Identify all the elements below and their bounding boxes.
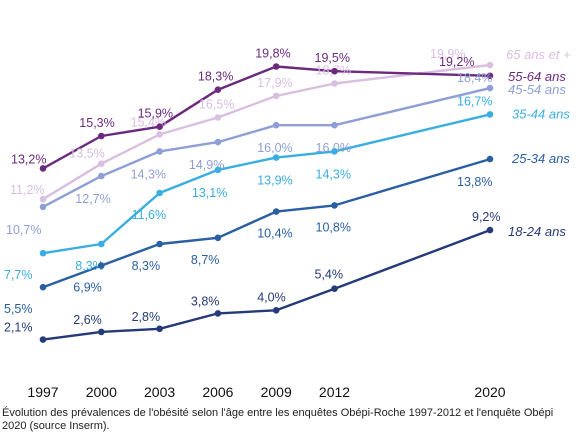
x-tick-label: 2000 — [86, 384, 117, 400]
data-point-18-24-ans — [486, 226, 494, 234]
data-point-65-ans-et- — [486, 61, 494, 69]
data-point-45-54-ans — [214, 138, 222, 146]
data-label-65-ans-et-: 13,5% — [69, 147, 104, 161]
data-point-35-44-ans — [486, 111, 494, 118]
data-label-35-44-ans: 11,6% — [132, 208, 167, 222]
data-point-35-44-ans — [272, 154, 280, 161]
data-label-18-24-ans: 3,8% — [191, 294, 220, 308]
data-label-35-44-ans: 13,1% — [192, 186, 227, 200]
data-point-45-54-ans — [272, 121, 280, 129]
data-label-25-34-ans: 8,3% — [132, 259, 161, 273]
data-label-25-34-ans: 6,9% — [73, 281, 102, 295]
obesity-line-chart: 11,2%13,5%15,4%16,5%17,9%18,7%19,9%65 an… — [4, 47, 571, 401]
data-point-45-54-ans — [486, 84, 494, 92]
data-label-65-ans-et-: 16,5% — [199, 98, 234, 112]
data-label-25-34-ans: 10,8% — [316, 220, 351, 234]
x-tick-label: 2012 — [319, 384, 350, 400]
data-point-25-34-ans — [331, 202, 338, 209]
x-tick-label: 2009 — [261, 384, 292, 400]
data-point-35-44-ans — [331, 148, 338, 155]
series-name-55-64-ans: 55-64 ans — [508, 69, 566, 84]
series-line-18-24-ans — [42, 228, 491, 341]
data-label-25-34-ans: 10,4% — [257, 227, 292, 241]
data-point-55-64-ans — [39, 165, 47, 172]
data-point-25-34-ans — [39, 283, 47, 291]
data-label-55-64-ans: 18,3% — [198, 70, 233, 84]
data-label-45-54-ans: 14,3% — [131, 167, 166, 181]
data-label-25-34-ans: 5,5% — [4, 302, 33, 316]
data-point-55-64-ans — [98, 132, 105, 140]
data-label-18-24-ans: 4,0% — [257, 290, 286, 304]
data-label-18-24-ans: 2,6% — [73, 313, 102, 327]
data-label-18-24-ans: 5,4% — [315, 268, 344, 282]
data-point-65-ans-et- — [272, 92, 280, 100]
data-point-55-64-ans — [156, 123, 163, 130]
data-point-45-54-ans — [39, 203, 47, 211]
data-point-65-ans-et- — [39, 195, 47, 203]
data-point-55-64-ans — [272, 63, 280, 70]
data-label-45-54-ans: 16,0% — [316, 141, 351, 155]
data-point-18-24-ans — [272, 307, 280, 314]
series-name-25-34-ans: 25-34 ans — [511, 151, 570, 166]
data-label-65-ans-et-: 17,9% — [257, 76, 292, 90]
data-label-65-ans-et-: 19,9% — [430, 47, 465, 61]
data-point-25-34-ans — [214, 234, 222, 242]
data-label-55-64-ans: 15,3% — [79, 116, 114, 130]
data-label-55-64-ans: 13,2% — [11, 152, 46, 166]
data-label-65-ans-et-: 11,2% — [10, 183, 45, 197]
x-tick-label: 1997 — [27, 384, 58, 400]
figure-caption: Évolution des prévalences de l'obésité s… — [2, 407, 554, 432]
data-label-55-64-ans: 19,5% — [315, 51, 350, 65]
data-label-18-24-ans: 2,1% — [4, 321, 33, 335]
data-point-35-44-ans — [214, 166, 222, 174]
data-label-55-64-ans: 19,2% — [439, 55, 474, 69]
data-point-65-ans-et- — [214, 114, 222, 121]
data-point-25-34-ans — [98, 262, 105, 269]
series-name-18-24-ans: 18-24 ans — [508, 224, 566, 239]
data-point-25-34-ans — [486, 155, 494, 163]
data-label-45-54-ans: 18,4% — [457, 71, 492, 85]
data-label-18-24-ans: 2,8% — [132, 310, 161, 324]
x-tick-label: 2020 — [474, 384, 505, 400]
data-label-35-44-ans: 14,3% — [316, 167, 351, 181]
data-label-45-54-ans: 16,0% — [257, 141, 292, 155]
data-label-45-54-ans: 12,7% — [75, 192, 110, 206]
data-point-55-64-ans — [486, 72, 494, 80]
data-point-18-24-ans — [214, 310, 222, 317]
data-point-25-34-ans — [272, 208, 280, 215]
data-point-55-64-ans — [331, 67, 338, 75]
data-point-45-54-ans — [331, 121, 338, 129]
data-point-65-ans-et- — [331, 80, 338, 87]
series-name-65-ans-et-: 65 ans et + — [506, 47, 571, 62]
data-label-55-64-ans: 19,8% — [255, 47, 290, 61]
data-point-18-24-ans — [39, 336, 47, 343]
x-tick-label: 2003 — [144, 384, 175, 400]
data-label-35-44-ans: 8,3% — [75, 259, 104, 273]
data-point-45-54-ans — [98, 172, 105, 180]
series-name-35-44-ans: 35-44 ans — [512, 106, 570, 121]
data-point-35-44-ans — [98, 240, 105, 248]
data-point-18-24-ans — [156, 325, 163, 333]
data-label-35-44-ans: 13,9% — [257, 174, 292, 188]
data-label-55-64-ans: 15,9% — [138, 107, 173, 121]
data-label-45-54-ans: 10,7% — [6, 223, 41, 237]
x-tick-label: 2006 — [202, 384, 233, 400]
series-name-45-54-ans: 45-54 ans — [508, 82, 566, 97]
data-label-35-44-ans: 16,7% — [457, 94, 492, 108]
data-point-65-ans-et- — [98, 160, 105, 167]
data-point-45-54-ans — [156, 148, 163, 155]
data-point-25-34-ans — [156, 240, 163, 248]
data-label-25-34-ans: 8,7% — [191, 253, 220, 267]
data-point-35-44-ans — [39, 249, 47, 257]
data-point-35-44-ans — [156, 189, 163, 197]
data-point-55-64-ans — [214, 86, 222, 93]
data-point-65-ans-et- — [156, 131, 163, 138]
data-point-18-24-ans — [331, 285, 338, 293]
data-label-35-44-ans: 7,7% — [4, 268, 33, 282]
data-label-18-24-ans: 9,2% — [472, 210, 501, 224]
data-point-18-24-ans — [98, 328, 105, 336]
data-label-25-34-ans: 13,8% — [457, 175, 492, 189]
